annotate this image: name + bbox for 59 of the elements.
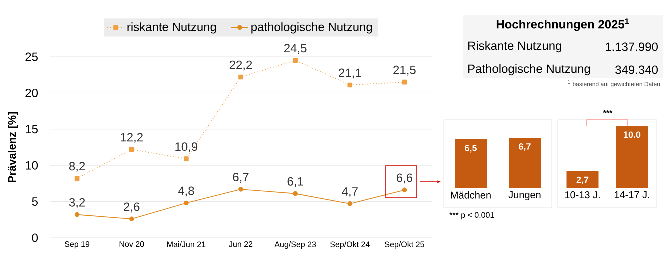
x-tick-label: 10-13 J. (565, 192, 600, 199)
point (402, 80, 408, 85)
data-label: 12,2 (121, 133, 143, 144)
text: Hochrechnungen 2025$^{1}$ (496, 18, 630, 32)
data-label: 10,9 (176, 142, 198, 153)
point (348, 202, 353, 206)
x-tick-label: Sep 19 (64, 242, 90, 249)
data-label: 6,7 (519, 144, 531, 152)
text: *** p < 0.001 (450, 212, 494, 220)
y-tick-label: 25 (26, 52, 38, 62)
x-tick-label: Mädchen (451, 192, 491, 199)
data-label: 8,2 (69, 162, 86, 172)
y-tick-label: 10 (26, 161, 38, 170)
data-label: 6,1 (288, 177, 304, 188)
x-tick-label: Nov 20 (120, 242, 144, 248)
legend-label: riskante Nutzung (128, 22, 216, 34)
text: 1.137.990 (606, 42, 658, 52)
x-tick-label: Jungen (508, 192, 541, 200)
data-label: 22,2 (230, 60, 252, 71)
y-tick-label: 20 (26, 88, 38, 98)
data-label: 6,7 (233, 173, 249, 183)
point (238, 187, 244, 192)
category-label: Pathologische Nutzung (468, 64, 590, 76)
point (129, 147, 134, 152)
data-label: 10.0 (624, 132, 641, 138)
category-label: Riskante Nutzung (468, 41, 562, 53)
data-label: 6,6 (396, 174, 413, 184)
x-tick-label: Aug/Sep 23 (274, 242, 316, 249)
legend-label: pathologische Nutzung (252, 22, 372, 34)
data-label: 2,6 (124, 202, 140, 213)
data-label: 3,2 (69, 198, 86, 208)
y-tick-label: 15 (26, 125, 38, 134)
point (74, 176, 80, 182)
data-label: 24,5 (284, 44, 307, 54)
data-label: 21,1 (339, 68, 362, 79)
data-label: 2,7 (576, 176, 589, 185)
data-label: 4,8 (178, 186, 194, 197)
x-tick-label: Mai/Jun 21 (168, 242, 206, 248)
point (238, 74, 244, 80)
x-tick-label: Jun 22 (229, 242, 253, 248)
data-label: 4,7 (342, 188, 358, 198)
point (74, 212, 80, 218)
x-tick-label: Sep/Okt 25 (385, 242, 424, 249)
point (402, 188, 408, 193)
x-tick-label: 14-17 J. (614, 192, 650, 198)
point (348, 82, 353, 88)
point (293, 191, 298, 196)
point (129, 216, 134, 222)
text: 349.340 (616, 66, 658, 74)
point (293, 58, 298, 64)
y-tick-label: 0 (32, 234, 38, 242)
y-axis-title: Prävalenz [%] (8, 112, 18, 183)
x-tick-label: Sep/Okt 24 (330, 242, 370, 249)
y-tick-label: 5 (32, 198, 38, 206)
data-label: 21,5 (394, 66, 416, 76)
text: *** (603, 110, 613, 114)
point (184, 156, 189, 162)
point (184, 200, 189, 206)
data-label: 6,5 (465, 145, 477, 153)
